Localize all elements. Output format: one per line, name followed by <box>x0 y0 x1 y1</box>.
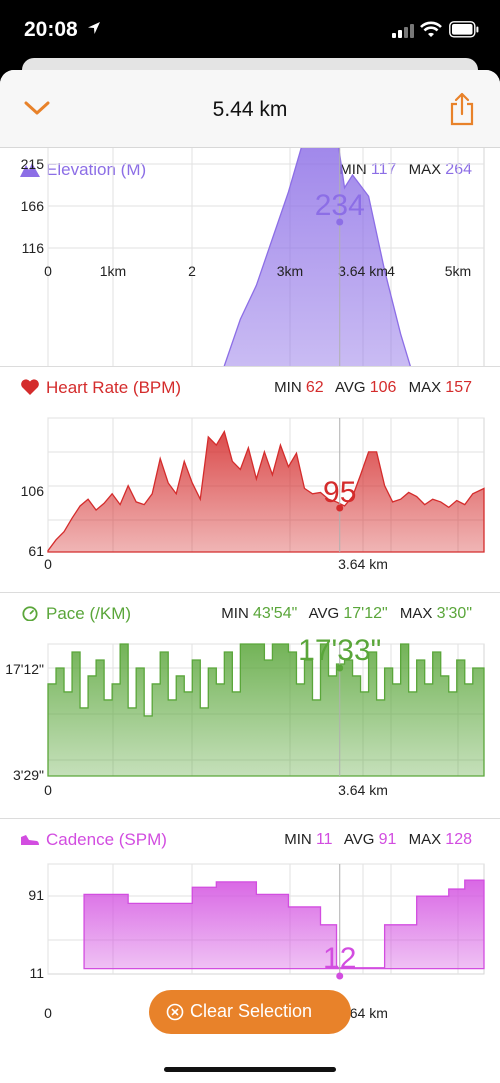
y-tick-label: 3'29" <box>13 767 44 783</box>
elevation-area-series <box>223 148 411 366</box>
selected-value-label: 12 <box>323 942 356 975</box>
cellular-signal-icon <box>392 24 414 38</box>
min-label: MIN <box>339 161 367 178</box>
x-tick-label: 0 <box>44 556 52 572</box>
heart-rate-stats: MIN 62 AVG 106 MAX 157 <box>274 379 472 397</box>
max-value: 264 <box>445 161 472 178</box>
pace-stats: MIN 43'54" AVG 17'12" MAX 3'30" <box>221 605 472 623</box>
elevation-title: Elevation (M) <box>46 160 147 179</box>
min-value: 117 <box>370 161 397 178</box>
selection-dot <box>336 972 344 980</box>
workout-detail-sheet: 5.44 km Elevation (M) MIN 117 MAX 264 26… <box>0 70 500 1083</box>
min-value: 11 <box>315 831 333 848</box>
max-label: MAX <box>408 831 442 848</box>
elevation-section: Elevation (M) MIN 117 MAX 264 2652151661… <box>0 148 500 367</box>
max-label: MAX <box>408 379 442 396</box>
max-value: 3'30" <box>436 605 472 622</box>
heart-rate-header: Heart Rate (BPM) MIN 62 AVG 106 MAX 157 <box>0 366 500 406</box>
status-bar: 20:08 <box>0 0 500 62</box>
min-label: MIN <box>274 379 302 396</box>
avg-label: AVG <box>334 379 366 396</box>
x-tick-label: 3.64 km <box>338 782 388 798</box>
shoe-icon <box>21 835 39 845</box>
min-value: 43'54" <box>252 605 298 622</box>
max-label: MAX <box>399 605 433 622</box>
heart-rate-section: Heart Rate (BPM) MIN 62 AVG 106 MAX 157 … <box>0 366 500 593</box>
avg-label: AVG <box>343 831 375 848</box>
heart-rate-title: Heart Rate (BPM) <box>46 378 182 397</box>
x-tick-label: 1km <box>100 263 126 279</box>
pace-header: Pace (/KM) MIN 43'54" AVG 17'12" MAX 3'3… <box>0 592 500 632</box>
chart-layer: 17'12" 3'29"0 3.64 km 17'33" <box>5 634 485 798</box>
mountain-icon <box>20 163 40 177</box>
elevation-header: Elevation (M) MIN 117 MAX 264 <box>0 148 500 188</box>
x-tick-label: 4 <box>387 263 395 279</box>
x-tick-label: 2 <box>188 263 196 279</box>
avg-value: 17'12" <box>343 605 388 622</box>
cadence-title: Cadence (SPM) <box>46 830 167 849</box>
avg-label: AVG <box>308 605 340 622</box>
selection-dot <box>336 218 344 226</box>
min-label: MIN <box>221 605 249 622</box>
x-tick-label: 3.64 km <box>338 263 388 279</box>
selection-dot <box>336 664 344 672</box>
selection-dot <box>336 504 344 512</box>
elevation-stats: MIN 117 MAX 264 <box>339 161 472 179</box>
cadence-stats: MIN 11 AVG 91 MAX 128 <box>284 831 472 849</box>
x-tick-label: 0 <box>44 1005 52 1021</box>
min-label: MIN <box>284 831 312 848</box>
selected-value-label: 95 <box>323 476 356 509</box>
location-arrow-icon <box>88 22 100 34</box>
avg-value: 91 <box>378 831 397 848</box>
cadence-area-series <box>83 879 485 970</box>
distance-title: 5.44 km <box>212 98 288 121</box>
x-tick-label: 0 <box>44 782 52 798</box>
x-tick-label: 5km <box>445 263 471 279</box>
x-tick-label: 0 <box>44 263 52 279</box>
max-label: MAX <box>408 161 442 178</box>
max-value: 128 <box>445 831 472 848</box>
clear-selection-button[interactable]: Clear Selection <box>149 990 351 1034</box>
y-tick-label: 11 <box>29 965 44 981</box>
x-tick-label: 3km <box>277 263 303 279</box>
clear-selection-label: Clear Selection <box>190 1001 313 1021</box>
y-tick-label: 166 <box>21 198 45 214</box>
selected-value-label: 17'33" <box>298 634 381 667</box>
chevron-down-icon[interactable] <box>24 98 50 118</box>
pace-area-series <box>47 643 485 777</box>
y-tick-label: 91 <box>28 887 44 903</box>
cadence-section: Cadence (SPM) MIN 11 AVG 91 MAX 128 91 11… <box>0 818 500 1083</box>
battery-icon <box>449 21 479 38</box>
stopwatch-icon <box>22 606 38 621</box>
status-time: 20:08 <box>24 18 78 41</box>
pace-title: Pace (/KM) <box>46 604 132 623</box>
y-tick-label: 215 <box>21 156 45 172</box>
y-tick-label: 17'12" <box>5 661 44 677</box>
wifi-icon <box>420 21 442 37</box>
y-tick-label: 106 <box>21 483 45 499</box>
y-tick-label: 61 <box>28 543 44 559</box>
close-circle-icon <box>166 1003 184 1021</box>
chart-layer: 106 610 3.64 km 95 <box>21 417 485 572</box>
avg-value: 106 <box>369 379 397 396</box>
max-value: 157 <box>445 379 472 396</box>
y-tick-label: 116 <box>22 240 45 256</box>
heart-icon <box>21 379 39 395</box>
sheet-header: 5.44 km <box>0 70 500 148</box>
heart-area-series <box>47 429 485 553</box>
min-value: 62 <box>305 379 324 396</box>
pace-chart[interactable]: 17'12" 3'29"0 3.64 km 17'33" <box>0 592 500 818</box>
share-icon[interactable] <box>448 92 476 126</box>
home-indicator <box>164 1067 336 1072</box>
pace-section: Pace (/KM) MIN 43'54" AVG 17'12" MAX 3'3… <box>0 592 500 819</box>
heart-rate-chart[interactable]: 106 610 3.64 km 95 <box>0 366 500 592</box>
cadence-header: Cadence (SPM) MIN 11 AVG 91 MAX 128 <box>0 818 500 858</box>
x-tick-label: 3.64 km <box>338 556 388 572</box>
selected-value-label: 234 <box>315 189 365 222</box>
